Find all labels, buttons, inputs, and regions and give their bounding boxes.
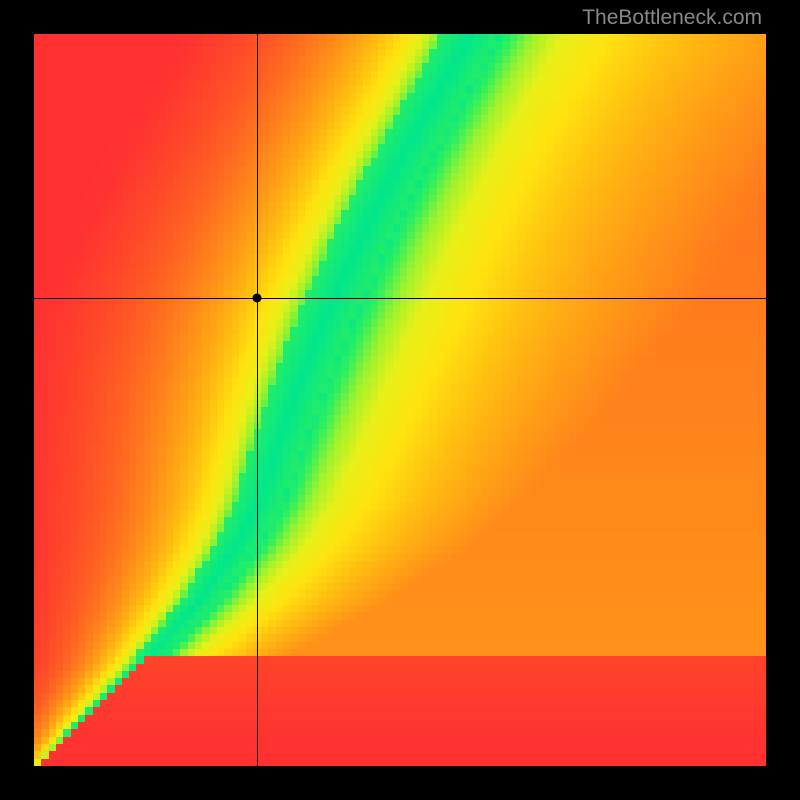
- attribution-text: TheBottleneck.com: [582, 6, 762, 30]
- crosshair-vertical: [257, 34, 258, 766]
- heatmap-canvas: [34, 34, 766, 766]
- marker-dot: [253, 293, 262, 302]
- crosshair-horizontal: [34, 298, 766, 299]
- heatmap-plot: [34, 34, 766, 766]
